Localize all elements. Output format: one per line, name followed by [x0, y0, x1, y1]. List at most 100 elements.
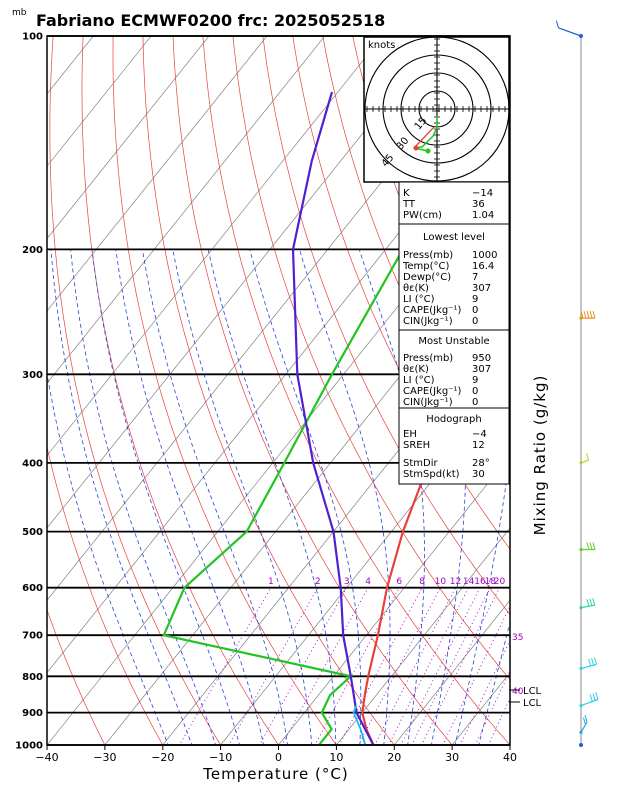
mixing-ratio-label: 1 [268, 577, 274, 587]
wind-barb-flag [580, 310, 584, 319]
wind-barb-flag [592, 310, 596, 319]
most-unstable-row-label: CIN(Jkg⁻¹) [403, 397, 453, 408]
moist-adiabat-line [429, 249, 467, 745]
most-unstable-row-value: 9 [472, 375, 478, 386]
wind-barb-shaft [580, 698, 599, 707]
mixing-ratio-line [258, 587, 348, 745]
mixing-ratio-line [421, 587, 500, 745]
wind-barb-flag [555, 20, 559, 28]
dry-adiabat-line [586, 20, 618, 760]
pressure-tick-label: 200 [22, 245, 43, 256]
mixing-ratio-label: 16 [474, 577, 486, 587]
moist-adiabat-line [142, 249, 289, 745]
pressure-tick-label: 400 [22, 458, 43, 469]
x-axis-title: Temperature (°C) [202, 765, 348, 783]
dry-adiabat-line [172, 36, 453, 745]
wind-barb-dot [579, 461, 583, 465]
pressure-tick-label: 600 [22, 583, 43, 594]
dry-adiabat-line [112, 36, 337, 745]
pressure-tick-label: 1000 [15, 741, 43, 752]
moist-adiabat-line [454, 249, 510, 745]
moist-adiabat-line [91, 249, 240, 745]
lowest-level-row-value: 1000 [472, 250, 497, 261]
indices-row-label: PW(cm) [403, 210, 442, 221]
lowest-level-row-label: Dewp(°C) [403, 272, 451, 283]
wind-barb-column [555, 20, 599, 747]
lowest-level-row-label: θε(K) [403, 283, 429, 294]
wind-barb-flag [584, 714, 588, 723]
most-unstable-row-label: CAPE(Jkg⁻¹) [403, 386, 461, 397]
indices-box [398, 181, 510, 225]
mixing-ratio-line [487, 697, 510, 745]
indices-row-label: K [403, 188, 410, 199]
isotherm-line [47, 165, 510, 745]
mixing-ratio-line [459, 639, 510, 745]
stability-tables: K −14 TT 36 PW(cm) 1.04 Lowest level Press(mb) 1… [398, 181, 510, 485]
pressure-tick-label: 700 [22, 631, 43, 642]
wind-barb-flag [586, 542, 590, 550]
wind-barb-flag [591, 657, 595, 666]
x-tick-label: −30 [93, 751, 116, 764]
hodo-table-storm-row-value: 28° [472, 458, 490, 469]
lowest-level-row-label: Temp(°C) [402, 261, 450, 272]
mixing-ratio-label: 18 [485, 577, 497, 587]
most-unstable-row-value: 307 [472, 364, 491, 375]
lowest-level-row-value: 9 [472, 294, 478, 305]
wind-barb-flag [583, 310, 587, 319]
storm-motion-vector [413, 126, 435, 149]
dry-adiabat-line [81, 36, 279, 745]
pressure-tick-label: 300 [22, 370, 43, 381]
wind-barb-dot [579, 316, 583, 320]
dry-adiabat-line [47, 445, 164, 745]
y-axis-title: Mixing Ratio (g/kg) [531, 375, 549, 536]
x-tick-label: −40 [35, 751, 58, 764]
hodograph-unit-label: knots [368, 40, 395, 51]
moist-adiabat-line [115, 249, 264, 745]
profile-temperature-line [361, 301, 510, 745]
storm-motion-marker [413, 145, 419, 151]
dry-adiabat-line [47, 608, 106, 745]
lowest-level-row-value: 16.4 [472, 261, 494, 272]
wind-barb-flag [586, 310, 590, 319]
wind-barb-dot [579, 704, 583, 708]
y-axis: 100 200 300 400 500 600 700 800 900 1000 [15, 32, 43, 752]
mixing-ratio-line [388, 587, 470, 745]
mixing-ratio-label: 8 [419, 577, 425, 587]
wind-barb-flag [594, 657, 597, 665]
pressure-tick-label: 500 [22, 527, 43, 538]
moist-adiabat-line [299, 249, 391, 745]
mixing-ratio-line [374, 587, 456, 745]
hodo-table-row-label: EH [403, 429, 417, 440]
hodo-table-header: Hodograph [426, 414, 481, 425]
x-tick-label: 20 [387, 751, 401, 764]
hodo-table-box [398, 407, 510, 485]
mixing-ratio-line [178, 587, 272, 745]
wind-top-dot [579, 34, 583, 38]
lowest-level-row-label: Press(mb) [403, 250, 453, 261]
most-unstable-row-label: LI (°C) [403, 375, 435, 386]
wind-barb-flag [592, 693, 596, 701]
moist-adiabat-line [47, 371, 169, 745]
wind-bottom-dot [579, 743, 583, 747]
isotherm-line [47, 36, 326, 384]
lowest-level-row-label: LI (°C) [403, 294, 435, 305]
wind-barb-flag [592, 542, 596, 550]
pressure-tick-label: 900 [22, 708, 43, 719]
lcl-label-upper: LCL [523, 686, 542, 697]
wind-barb-flag [589, 598, 593, 606]
moist-adiabat-line [358, 249, 425, 745]
wind-barb-flag [595, 692, 599, 700]
dry-adiabat-line [556, 20, 618, 760]
mixing-ratio-label: 10 [435, 577, 447, 587]
mixing-ratio-line [442, 605, 510, 745]
x-tick-label: −20 [151, 751, 174, 764]
isotherm-line [47, 36, 210, 240]
x-tick-label: 10 [329, 751, 343, 764]
lowest-level-row-label: CAPE(Jkg⁻¹) [403, 305, 461, 316]
background-lines [47, 20, 618, 760]
hodo-table-storm-row-label: StmSpd(kt) [403, 469, 460, 480]
lcl-label-lower: LCL [523, 698, 542, 709]
isotherm-line [47, 36, 152, 167]
wind-barb-dot [579, 666, 583, 671]
